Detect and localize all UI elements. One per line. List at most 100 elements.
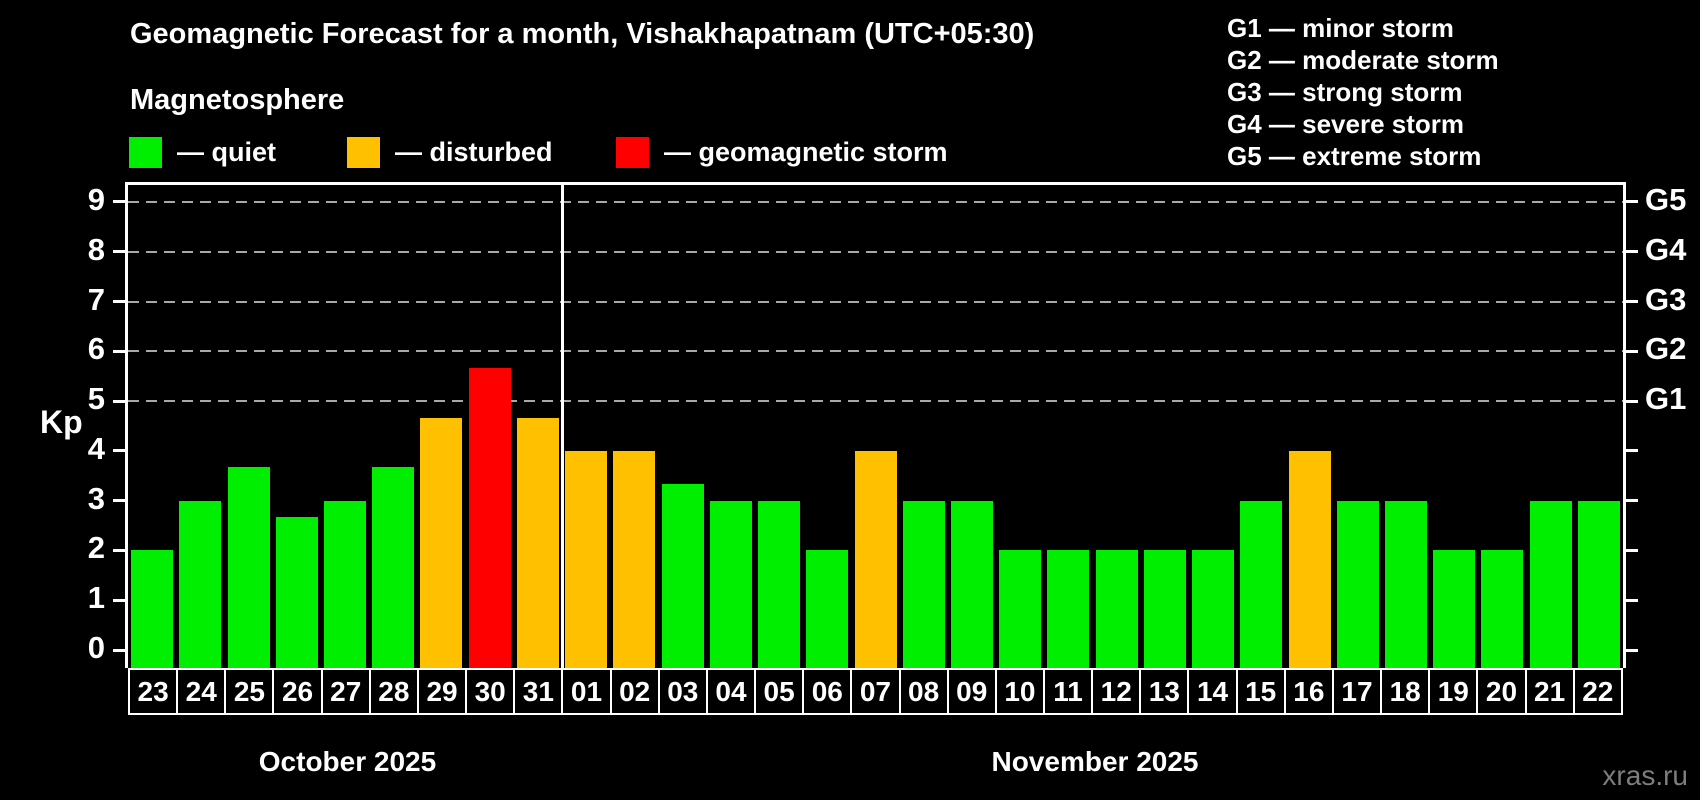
disturbed-color-swatch xyxy=(347,136,380,168)
day-cell-09: 09 xyxy=(946,668,997,715)
g-axis-label-g3: G3 xyxy=(1645,281,1687,317)
kp-bar-day-04 xyxy=(709,500,752,668)
day-cell-05: 05 xyxy=(754,668,805,715)
right-axis-tick-7 xyxy=(1623,300,1638,304)
day-cell-12: 12 xyxy=(1091,668,1142,715)
plot-area xyxy=(128,185,1623,668)
legend-label-disturbed: — disturbed xyxy=(395,136,553,167)
g-axis-label-g1: G1 xyxy=(1645,381,1687,417)
left-axis-tick-2 xyxy=(113,548,128,552)
day-cell-11: 11 xyxy=(1042,668,1094,715)
kp-bar-day-18 xyxy=(1384,500,1427,668)
day-cell-19: 19 xyxy=(1428,668,1479,715)
gridline-kp-8 xyxy=(128,250,1623,253)
left-axis-tick-4 xyxy=(113,449,128,453)
chart-subtitle: Magnetosphere xyxy=(130,84,345,116)
kp-bar-day-10 xyxy=(999,550,1042,668)
y-axis-label-6: 6 xyxy=(87,331,105,367)
kp-bar-day-09 xyxy=(950,500,993,668)
y-axis-title-kp: Kp xyxy=(40,404,83,440)
kp-bar-day-20 xyxy=(1481,550,1524,668)
day-cell-13: 13 xyxy=(1139,668,1190,715)
day-cell-02: 02 xyxy=(609,668,660,715)
kp-bar-day-13 xyxy=(1143,550,1186,668)
left-axis-tick-7 xyxy=(113,300,128,304)
kp-bar-day-03 xyxy=(661,484,704,668)
day-cell-16: 16 xyxy=(1283,668,1334,715)
day-cell-22: 22 xyxy=(1572,668,1623,715)
kp-bar-day-29 xyxy=(420,417,463,668)
right-axis-tick-5 xyxy=(1623,399,1638,403)
kp-bar-day-16 xyxy=(1288,450,1331,668)
right-axis-tick-4 xyxy=(1623,449,1638,453)
legend-item-quiet: — quiet xyxy=(129,136,276,168)
right-axis-tick-0 xyxy=(1623,648,1638,652)
kp-bar-day-19 xyxy=(1433,550,1476,668)
left-axis-tick-3 xyxy=(113,499,128,503)
legend-item-disturbed: — disturbed xyxy=(347,136,553,168)
g-axis-label-g2: G2 xyxy=(1645,331,1687,367)
kp-bar-day-24 xyxy=(179,500,222,668)
y-axis-label-3: 3 xyxy=(87,480,105,516)
kp-bar-day-27 xyxy=(324,500,367,668)
g-axis-label-g4: G4 xyxy=(1645,231,1687,267)
day-cell-25: 25 xyxy=(224,668,275,715)
left-axis-tick-5 xyxy=(113,399,128,403)
right-axis-tick-1 xyxy=(1623,598,1638,602)
right-axis-tick-2 xyxy=(1623,548,1638,552)
y-axis-label-2: 2 xyxy=(87,530,105,566)
y-axis-label-5: 5 xyxy=(87,381,105,417)
day-cell-30: 30 xyxy=(465,668,516,715)
gridline-kp-9 xyxy=(128,200,1623,203)
right-axis-tick-3 xyxy=(1623,499,1638,503)
day-cell-29: 29 xyxy=(416,668,468,715)
storm-scale-g3: G3 — strong storm xyxy=(1227,77,1463,107)
left-axis-tick-8 xyxy=(113,250,128,254)
storm-scale-g2: G2 — moderate storm xyxy=(1227,45,1499,75)
kp-bar-day-26 xyxy=(275,517,318,668)
y-axis-label-9: 9 xyxy=(87,181,105,217)
day-cell-20: 20 xyxy=(1476,668,1527,715)
day-cell-24: 24 xyxy=(176,668,227,715)
kp-bar-day-22 xyxy=(1577,500,1620,668)
quiet-color-swatch xyxy=(129,136,162,168)
left-axis-tick-6 xyxy=(113,349,128,353)
day-cell-15: 15 xyxy=(1235,668,1286,715)
right-axis-tick-8 xyxy=(1623,250,1638,254)
y-axis-label-7: 7 xyxy=(87,281,105,317)
kp-bar-day-05 xyxy=(758,500,801,668)
month-label-november: November 2025 xyxy=(991,746,1199,777)
legend-item-storm: — geomagnetic storm xyxy=(616,136,948,168)
day-cell-31: 31 xyxy=(513,668,564,715)
storm-scale-g5: G5 — extreme storm xyxy=(1227,141,1482,171)
storm-scale-g1: G1 — minor storm xyxy=(1227,13,1454,43)
kp-bar-day-14 xyxy=(1192,550,1235,668)
page-title: Geomagnetic Forecast for a month, Vishak… xyxy=(130,18,1035,50)
gridline-kp-7 xyxy=(128,300,1623,303)
kp-bar-day-02 xyxy=(613,450,656,668)
day-cell-08: 08 xyxy=(898,668,949,715)
storm-scale-legend: G1 — minor storm G2 — moderate storm G3 … xyxy=(1227,12,1499,172)
kp-bar-day-01 xyxy=(565,450,608,668)
day-cell-03: 03 xyxy=(657,668,708,715)
kp-bar-day-25 xyxy=(227,467,270,668)
kp-bar-day-06 xyxy=(806,550,849,668)
month-label-october: October 2025 xyxy=(258,746,437,777)
left-axis-tick-0 xyxy=(113,648,128,652)
day-cell-14: 14 xyxy=(1187,668,1238,715)
kp-bar-day-15 xyxy=(1240,500,1283,668)
kp-bar-day-07 xyxy=(854,450,897,668)
right-axis-tick-9 xyxy=(1623,200,1638,204)
y-axis-label-0: 0 xyxy=(87,630,105,665)
plot-frame xyxy=(125,182,1626,668)
kp-bar-day-31 xyxy=(516,417,559,668)
kp-bar-day-30 xyxy=(468,367,511,668)
day-cell-23: 23 xyxy=(128,668,179,715)
y-axis-label-8: 8 xyxy=(87,231,105,267)
left-axis-tick-9 xyxy=(113,200,128,204)
y-axis-label-4: 4 xyxy=(87,430,105,466)
left-axis-tick-1 xyxy=(113,598,128,602)
kp-bar-day-21 xyxy=(1529,500,1572,668)
day-cell-17: 17 xyxy=(1331,668,1383,715)
